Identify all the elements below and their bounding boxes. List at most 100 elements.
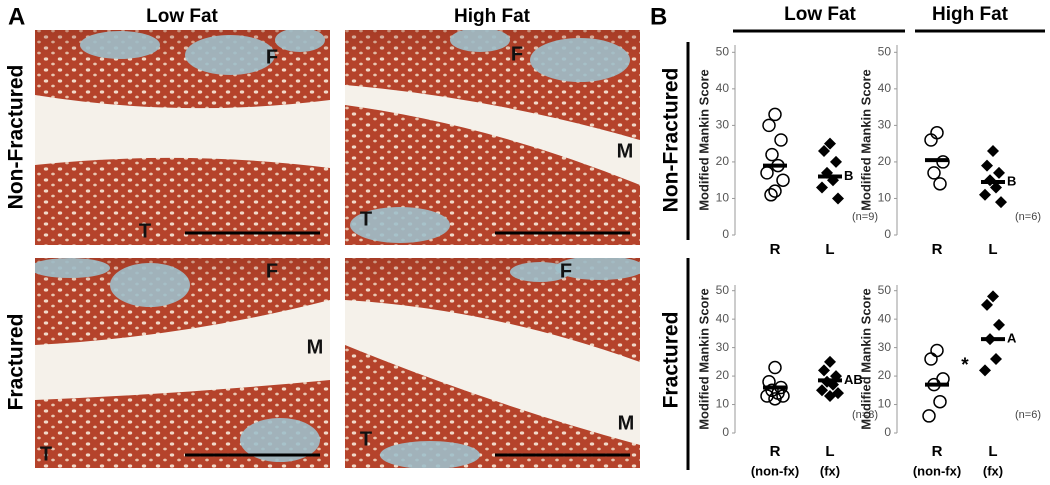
bone	[450, 30, 510, 52]
data-point	[979, 364, 991, 377]
y-tick-label: 10	[878, 397, 892, 411]
y-tick-label: 40	[716, 81, 730, 95]
y-tick-label: 40	[878, 81, 892, 95]
data-point	[993, 166, 1005, 179]
tissue-label: M	[618, 412, 635, 434]
tissue-label: T	[360, 208, 372, 230]
y-tick-label: 50	[878, 44, 892, 58]
column-header: Low Fat	[784, 4, 856, 25]
data-point	[824, 355, 836, 368]
row-label: Fractured	[5, 314, 28, 411]
y-tick-label: 20	[716, 368, 730, 382]
charts: Modified Mankin Score 0 10 20 30 40 50 R L B (n=9)…	[696, 44, 1041, 478]
x-tick-label: L	[988, 443, 997, 460]
n-label: (n=8)	[852, 409, 878, 421]
bone	[275, 30, 325, 52]
bone	[185, 35, 275, 75]
group-letter: B	[1007, 173, 1016, 188]
data-point	[818, 364, 830, 377]
column-header: High Fat	[932, 4, 1009, 25]
x-tick-label: R	[932, 241, 943, 258]
y-tick-label: 40	[716, 311, 730, 325]
data-point	[768, 360, 782, 375]
y-tick-label: 20	[716, 154, 730, 168]
data-point	[927, 166, 941, 180]
y-tick-label: 0	[884, 227, 891, 241]
bone	[510, 262, 570, 282]
data-point	[760, 389, 774, 403]
data-point	[824, 390, 836, 402]
x-tick-label: R	[770, 241, 781, 258]
bone	[110, 263, 190, 307]
group-letter: B	[844, 168, 853, 183]
histology-image	[345, 258, 640, 468]
data-point	[924, 133, 938, 147]
y-tick-label: 30	[716, 340, 730, 354]
tissue-label: F	[266, 46, 278, 68]
data-point	[979, 188, 991, 201]
data-point	[987, 144, 999, 157]
histology-images: F T F M T F M T F T M	[35, 30, 640, 468]
data-point	[776, 389, 790, 403]
y-tick-label: 50	[716, 283, 730, 297]
cartilage	[35, 157, 330, 245]
y-tick-label: 10	[716, 397, 730, 411]
x-tick-note: (fx)	[983, 463, 1003, 478]
data-point	[832, 192, 844, 205]
y-tick-label: 0	[722, 425, 729, 439]
x-tick-note: (non-fx)	[751, 463, 799, 478]
y-tick-label: 0	[722, 227, 729, 241]
y-axis-label: Modified Mankin Score	[696, 69, 711, 211]
data-point	[816, 181, 828, 194]
y-tick-label: 20	[878, 368, 892, 382]
y-tick-label: 10	[878, 191, 892, 205]
y-tick-label: 20	[878, 154, 892, 168]
x-tick-note: (non-fx)	[913, 463, 961, 478]
n-label: (n=9)	[852, 211, 878, 223]
data-point	[933, 177, 947, 191]
data-point	[764, 188, 778, 202]
histology-image	[35, 258, 330, 468]
data-point	[818, 144, 830, 157]
bone	[555, 258, 640, 280]
data-point	[760, 166, 774, 180]
data-point	[830, 155, 842, 168]
data-point	[990, 353, 1002, 365]
tissue-label: M	[617, 140, 634, 162]
n-label: (n=6)	[1015, 409, 1041, 421]
data-point	[933, 394, 947, 409]
significance-star: *	[961, 355, 969, 376]
bone	[35, 258, 110, 278]
x-tick-label: R	[932, 443, 943, 460]
row-label: Non-Fractured	[660, 68, 683, 213]
data-point	[768, 107, 782, 122]
data-point	[981, 159, 993, 172]
data-point	[930, 343, 944, 358]
data-point	[762, 118, 776, 133]
x-tick-label: L	[825, 241, 834, 258]
histology-image	[35, 30, 330, 245]
data-point	[995, 196, 1007, 209]
y-tick-label: 0	[884, 425, 891, 439]
y-tick-label: 10	[716, 191, 730, 205]
y-tick-label: 50	[716, 44, 730, 58]
y-tick-label: 30	[878, 118, 892, 132]
data-point	[987, 290, 999, 303]
column-header: High Fat	[454, 6, 531, 27]
y-tick-label: 50	[878, 283, 892, 297]
tissue-label: T	[139, 220, 151, 242]
tissue-label: F	[266, 260, 278, 282]
row-label: Fractured	[660, 312, 683, 409]
y-tick-label: 30	[878, 340, 892, 354]
tissue-label: T	[360, 428, 372, 450]
x-tick-label: L	[825, 443, 834, 460]
tissue-label: M	[307, 336, 324, 358]
histology-image	[345, 30, 640, 245]
panel-label: A	[8, 3, 25, 30]
bone	[350, 207, 450, 243]
group-letter: AB	[844, 372, 863, 387]
cartilage	[345, 345, 640, 468]
column-header: Low Fat	[146, 6, 218, 27]
tissue-label: F	[560, 260, 572, 282]
